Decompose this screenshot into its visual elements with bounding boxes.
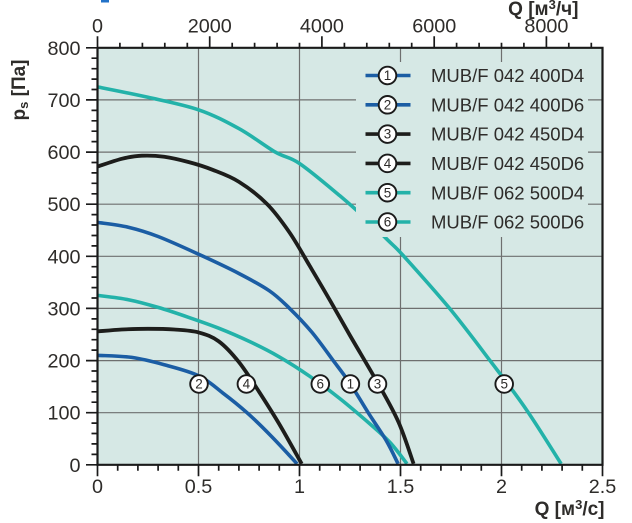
svg-text:100: 100 (47, 403, 80, 425)
svg-text:4: 4 (243, 377, 251, 392)
svg-text:0: 0 (92, 476, 103, 498)
svg-text:MUB/F 042 450D6: MUB/F 042 450D6 (431, 153, 584, 174)
svg-text:MUB/F 062 500D6: MUB/F 062 500D6 (431, 212, 584, 233)
svg-text:2000: 2000 (188, 16, 232, 38)
svg-text:4: 4 (384, 156, 392, 171)
svg-text:2: 2 (384, 97, 392, 112)
svg-text:2: 2 (195, 377, 203, 392)
svg-text:MUB/F 042 400D6: MUB/F 042 400D6 (431, 94, 584, 115)
svg-text:4000: 4000 (300, 16, 344, 38)
svg-text:Q [м3/ч]: Q [м3/ч] (508, 0, 578, 20)
svg-text:MUB/F 042 450D4: MUB/F 042 450D4 (431, 124, 584, 145)
svg-text:2.5: 2.5 (589, 476, 617, 498)
svg-text:1: 1 (384, 68, 392, 83)
svg-text:MUB/F 062 500D4: MUB/F 062 500D4 (431, 182, 584, 203)
svg-text:5: 5 (500, 377, 508, 392)
svg-text:300: 300 (47, 298, 80, 320)
svg-text:0: 0 (69, 455, 80, 477)
svg-text:3: 3 (384, 127, 392, 142)
svg-text:1: 1 (347, 377, 355, 392)
svg-text:2: 2 (496, 476, 507, 498)
svg-text:500: 500 (47, 194, 80, 216)
svg-text:1.5: 1.5 (387, 476, 415, 498)
svg-text:ps [Па]: ps [Па] (9, 60, 31, 121)
svg-text:6000: 6000 (412, 16, 456, 38)
svg-text:8000: 8000 (524, 16, 568, 38)
svg-text:200: 200 (47, 351, 80, 373)
svg-text:700: 700 (47, 90, 80, 112)
svg-text:5: 5 (384, 185, 392, 200)
svg-text:6: 6 (384, 215, 392, 230)
svg-text:800: 800 (47, 38, 80, 60)
svg-text:Q [м3/с]: Q [м3/с] (535, 497, 605, 520)
svg-text:600: 600 (47, 142, 80, 164)
svg-text:0: 0 (92, 16, 103, 38)
svg-text:MUB/F 042 400D4: MUB/F 042 400D4 (431, 65, 584, 86)
svg-text:400: 400 (47, 246, 80, 268)
svg-text:6: 6 (317, 377, 325, 392)
svg-text:0.5: 0.5 (185, 476, 213, 498)
svg-text:1: 1 (294, 476, 305, 498)
svg-text:3: 3 (374, 377, 382, 392)
